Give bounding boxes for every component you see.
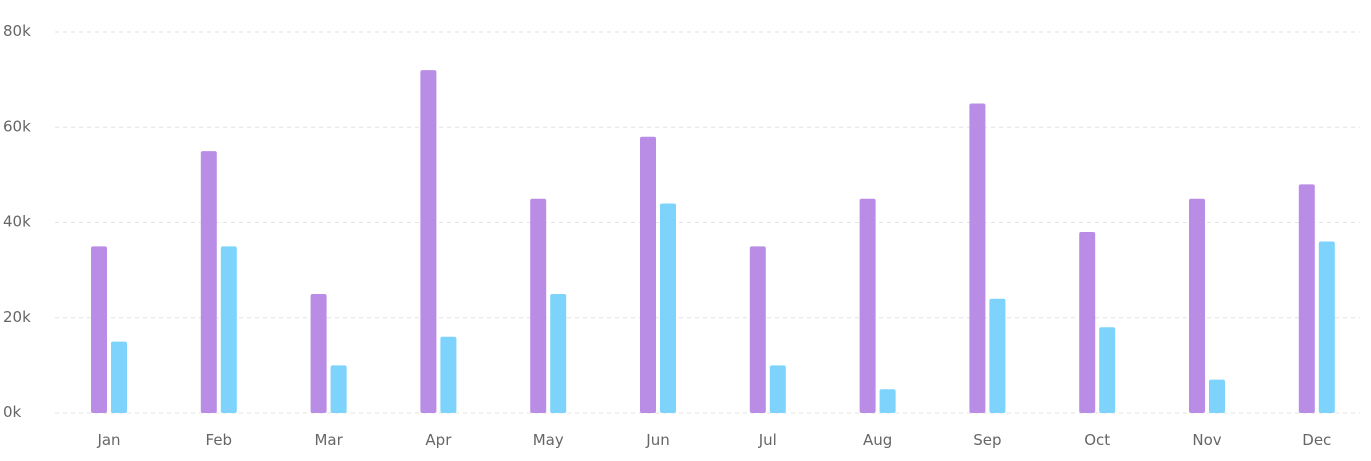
bar-series2-dec[interactable] [1318, 241, 1335, 413]
bar-series2-nov[interactable] [1209, 379, 1225, 413]
x-tick-label: Dec [1302, 431, 1331, 449]
bar-series1-jul[interactable] [749, 246, 766, 413]
y-tick-label: 80k [3, 22, 31, 40]
x-tick-label: Apr [425, 431, 452, 449]
gridlines [55, 31, 1360, 414]
bar-series1-oct[interactable] [1079, 232, 1096, 413]
x-tick-label: Jul [758, 431, 777, 449]
bar-series2-mar[interactable] [330, 365, 347, 413]
bar-series2-jan[interactable] [111, 341, 127, 413]
x-tick-label: Mar [314, 431, 343, 449]
bar-series2-feb[interactable] [220, 246, 237, 413]
y-tick-label: 0k [3, 403, 22, 421]
x-axis-tick-labels: Jan Feb Mar Apr May Jun Jul Aug Sep Oct Nov Dec [96, 431, 1331, 449]
y-tick-label: 60k [3, 117, 31, 135]
bar-series1-apr[interactable] [420, 70, 437, 413]
x-tick-label: Oct [1084, 431, 1110, 449]
bar-series2-jul[interactable] [769, 365, 786, 413]
x-tick-label: Sep [973, 431, 1001, 449]
bar-series1-may[interactable] [530, 198, 547, 413]
bar-series1-feb[interactable] [200, 151, 217, 413]
bar-series2-oct[interactable] [1099, 327, 1116, 413]
x-tick-label: Jun [645, 431, 669, 449]
x-tick-label: Aug [863, 431, 892, 449]
bar-series1-aug[interactable] [859, 198, 876, 413]
bar-series1-nov[interactable] [1189, 198, 1205, 413]
y-tick-label: 40k [3, 213, 31, 231]
y-axis-tick-labels: 0k 20k 40k 60k 80k [3, 22, 31, 421]
bars [91, 70, 1335, 413]
bar-series1-jan[interactable] [91, 246, 107, 413]
bar-series2-apr[interactable] [440, 336, 457, 413]
bar-series1-jun[interactable] [640, 136, 656, 413]
x-tick-label: Nov [1192, 431, 1221, 449]
x-tick-label: Jan [96, 431, 120, 449]
bar-series2-aug[interactable] [879, 389, 896, 413]
bar-series1-dec[interactable] [1298, 184, 1315, 413]
bar-series2-may[interactable] [550, 293, 567, 413]
x-tick-label: Feb [206, 431, 233, 449]
bar-series1-sep[interactable] [969, 103, 986, 413]
y-tick-label: 20k [3, 308, 31, 326]
bar-series1-mar[interactable] [310, 293, 327, 413]
bar-series2-jun[interactable] [660, 203, 676, 413]
bar-series2-sep[interactable] [989, 298, 1006, 413]
x-tick-label: May [533, 431, 564, 449]
